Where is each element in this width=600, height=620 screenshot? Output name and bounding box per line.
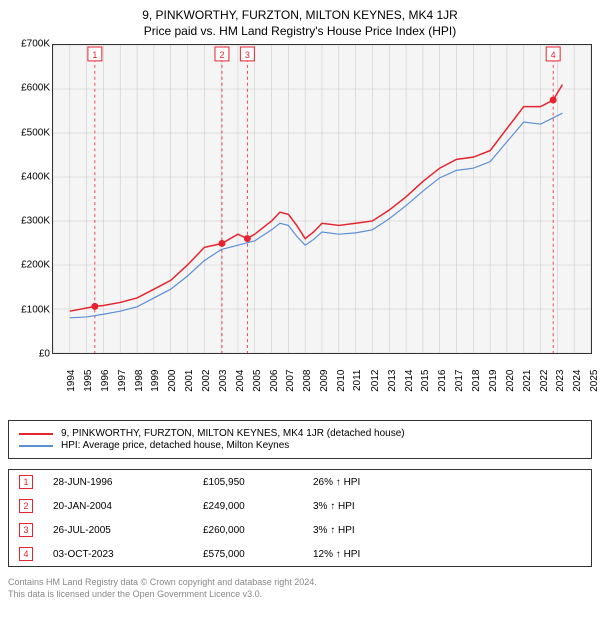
event-price: £575,000 xyxy=(203,549,293,560)
legend-label: HPI: Average price, detached house, Milt… xyxy=(61,440,289,451)
legend-swatch xyxy=(19,445,53,447)
x-tick-label: 1995 xyxy=(83,370,94,392)
x-tick-label: 2016 xyxy=(437,370,448,392)
event-price: £105,950 xyxy=(203,477,293,488)
x-tick-label: 2011 xyxy=(352,370,363,392)
x-tick-label: 2021 xyxy=(521,370,532,392)
footer-note: Contains HM Land Registry data © Crown c… xyxy=(8,577,592,600)
x-tick-label: 2020 xyxy=(505,370,516,392)
plot-area: £0£100K£200K£300K£400K£500K£600K£700K 12… xyxy=(8,44,592,384)
y-tick-label: £400K xyxy=(21,171,50,182)
x-tick-label: 1994 xyxy=(66,370,77,392)
svg-text:2: 2 xyxy=(219,50,224,60)
x-tick-label: 2012 xyxy=(370,370,381,392)
event-row: 3 26-JUL-2005 £260,000 3% ↑ HPI xyxy=(9,518,591,542)
footer-line1: Contains HM Land Registry data © Crown c… xyxy=(8,577,592,589)
events-table: 1 28-JUN-1996 £105,950 26% ↑ HPI 2 20-JAN-200… xyxy=(8,469,592,567)
x-tick-label: 2005 xyxy=(251,370,262,392)
title-sub: Price paid vs. HM Land Registry's House … xyxy=(8,24,592,38)
legend-swatch xyxy=(19,433,53,435)
x-tick-label: 2023 xyxy=(555,370,566,392)
x-tick-label: 2022 xyxy=(538,370,549,392)
event-row: 1 28-JUN-1996 £105,950 26% ↑ HPI xyxy=(9,470,591,494)
legend-item: 9, PINKWORTHY, FURZTON, MILTON KEYNES, M… xyxy=(19,428,581,439)
x-axis-labels: 1994199519961997199819992000200120022003… xyxy=(52,354,592,384)
x-tick-label: 2024 xyxy=(572,370,583,392)
event-date: 28-JUN-1996 xyxy=(53,477,183,488)
event-delta: 26% ↑ HPI xyxy=(313,477,413,488)
chart-titles: 9, PINKWORTHY, FURZTON, MILTON KEYNES, M… xyxy=(8,8,592,38)
y-tick-label: £600K xyxy=(21,83,50,94)
x-tick-label: 2001 xyxy=(184,370,195,392)
event-marker-box: 1 xyxy=(19,475,33,489)
x-tick-label: 2010 xyxy=(336,370,347,392)
x-tick-label: 2000 xyxy=(167,370,178,392)
y-axis-labels: £0£100K£200K£300K£400K£500K£600K£700K xyxy=(8,44,52,384)
event-price: £260,000 xyxy=(203,525,293,536)
legend-item: HPI: Average price, detached house, Milt… xyxy=(19,440,581,451)
event-date: 03-OCT-2023 xyxy=(53,549,183,560)
legend: 9, PINKWORTHY, FURZTON, MILTON KEYNES, M… xyxy=(8,420,592,459)
svg-text:3: 3 xyxy=(245,50,250,60)
x-tick-label: 2018 xyxy=(471,370,482,392)
event-delta: 3% ↑ HPI xyxy=(313,525,413,536)
legend-label: 9, PINKWORTHY, FURZTON, MILTON KEYNES, M… xyxy=(61,428,405,439)
event-marker-box: 4 xyxy=(19,547,33,561)
x-tick-label: 2006 xyxy=(268,370,279,392)
y-tick-label: £200K xyxy=(21,260,50,271)
x-tick-label: 1996 xyxy=(100,370,111,392)
event-price: £249,000 xyxy=(203,501,293,512)
x-tick-label: 2015 xyxy=(420,370,431,392)
x-tick-label: 2004 xyxy=(235,370,246,392)
event-marker-box: 3 xyxy=(19,523,33,537)
event-delta: 3% ↑ HPI xyxy=(313,501,413,512)
chart-container: 9, PINKWORTHY, FURZTON, MILTON KEYNES, M… xyxy=(8,8,592,600)
x-tick-label: 2025 xyxy=(589,370,600,392)
y-tick-label: £700K xyxy=(21,39,50,50)
x-tick-label: 2003 xyxy=(218,370,229,392)
svg-text:1: 1 xyxy=(92,50,97,60)
event-marker-box: 2 xyxy=(19,499,33,513)
x-tick-label: 1999 xyxy=(150,370,161,392)
x-tick-label: 2019 xyxy=(488,370,499,392)
event-date: 26-JUL-2005 xyxy=(53,525,183,536)
title-main: 9, PINKWORTHY, FURZTON, MILTON KEYNES, M… xyxy=(8,8,592,22)
event-row: 2 20-JAN-2004 £249,000 3% ↑ HPI xyxy=(9,494,591,518)
event-row: 4 03-OCT-2023 £575,000 12% ↑ HPI xyxy=(9,542,591,566)
x-tick-label: 2017 xyxy=(454,370,465,392)
x-tick-label: 2014 xyxy=(403,370,414,392)
x-tick-label: 2007 xyxy=(285,370,296,392)
x-tick-label: 2009 xyxy=(319,370,330,392)
x-tick-label: 2008 xyxy=(302,370,313,392)
footer-line2: This data is licensed under the Open Gov… xyxy=(8,589,592,601)
svg-text:4: 4 xyxy=(551,50,556,60)
x-tick-label: 2013 xyxy=(386,370,397,392)
y-tick-label: £100K xyxy=(21,304,50,315)
x-tick-label: 2002 xyxy=(201,370,212,392)
y-tick-label: £300K xyxy=(21,216,50,227)
chart-svg: 1 2 3 4 xyxy=(52,44,592,354)
event-date: 20-JAN-2004 xyxy=(53,501,183,512)
x-tick-label: 1997 xyxy=(116,370,127,392)
y-tick-label: £0 xyxy=(39,349,50,360)
x-tick-label: 1998 xyxy=(133,370,144,392)
event-delta: 12% ↑ HPI xyxy=(313,549,413,560)
y-tick-label: £500K xyxy=(21,127,50,138)
